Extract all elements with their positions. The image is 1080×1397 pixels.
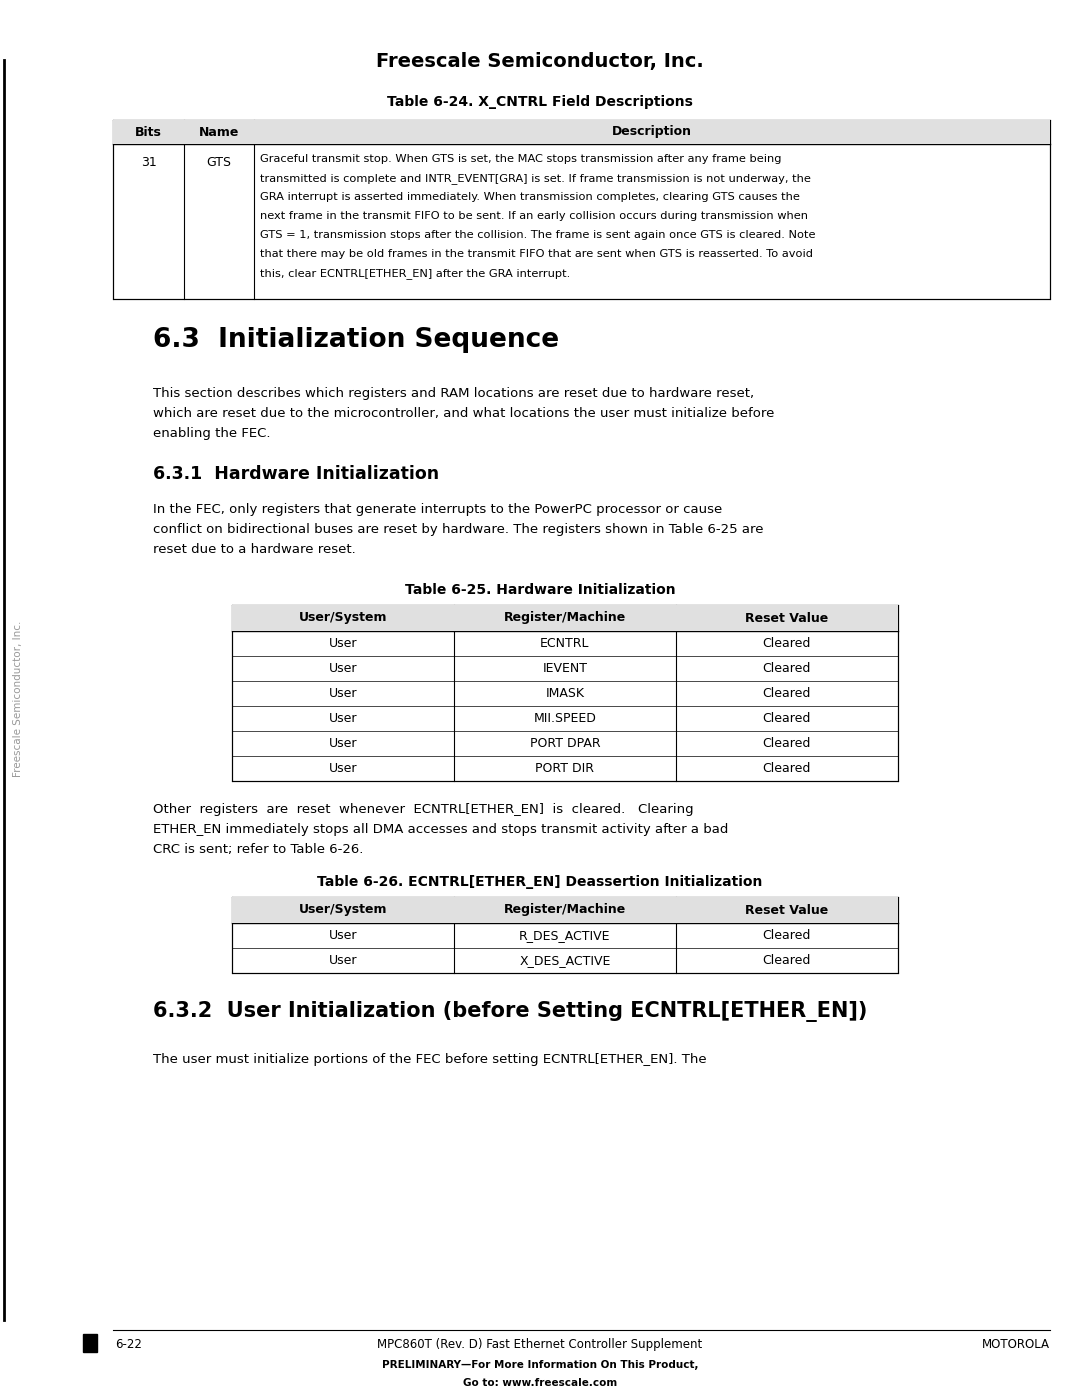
Text: Table 6-24. X_CNTRL Field Descriptions: Table 6-24. X_CNTRL Field Descriptions bbox=[387, 95, 693, 109]
Text: Cleared: Cleared bbox=[762, 687, 811, 700]
Text: 31: 31 bbox=[140, 156, 157, 169]
Text: which are reset due to the microcontroller, and what locations the user must ini: which are reset due to the microcontroll… bbox=[153, 407, 774, 420]
Bar bbox=[232, 897, 897, 972]
Text: User: User bbox=[329, 637, 357, 650]
Text: Cleared: Cleared bbox=[762, 761, 811, 775]
Text: X_DES_ACTIVE: X_DES_ACTIVE bbox=[519, 954, 610, 967]
Text: Cleared: Cleared bbox=[762, 662, 811, 675]
Text: 6.3.2  User Initialization (before Setting ECNTRL[ETHER_EN]): 6.3.2 User Initialization (before Settin… bbox=[153, 1002, 867, 1023]
Text: Table 6-26. ECNTRL[ETHER_EN] Deassertion Initialization: Table 6-26. ECNTRL[ETHER_EN] Deassertion… bbox=[318, 875, 762, 888]
Bar bbox=[232, 605, 897, 781]
Text: Other  registers  are  reset  whenever  ECNTRL[ETHER_EN]  is  cleared.   Clearin: Other registers are reset whenever ECNTR… bbox=[153, 803, 694, 816]
Text: MOTOROLA: MOTOROLA bbox=[982, 1338, 1050, 1351]
Text: reset due to a hardware reset.: reset due to a hardware reset. bbox=[153, 543, 356, 556]
Text: User: User bbox=[329, 738, 357, 750]
Text: Cleared: Cleared bbox=[762, 738, 811, 750]
Text: IEVENT: IEVENT bbox=[542, 662, 588, 675]
Text: 6-22: 6-22 bbox=[116, 1338, 143, 1351]
Text: Freescale Semiconductor, Inc.: Freescale Semiconductor, Inc. bbox=[376, 52, 704, 71]
Text: User/System: User/System bbox=[299, 612, 388, 624]
Text: that there may be old frames in the transmit FIFO that are sent when GTS is reas: that there may be old frames in the tran… bbox=[260, 249, 813, 258]
Text: User: User bbox=[329, 687, 357, 700]
Text: This section describes which registers and RAM locations are reset due to hardwa: This section describes which registers a… bbox=[153, 387, 755, 400]
Text: User: User bbox=[329, 712, 357, 725]
Text: Bits: Bits bbox=[135, 126, 162, 138]
Text: Cleared: Cleared bbox=[762, 929, 811, 942]
Text: User: User bbox=[329, 954, 357, 967]
Bar bbox=[113, 120, 1050, 144]
Text: 6.3  Initialization Sequence: 6.3 Initialization Sequence bbox=[153, 327, 559, 353]
Text: GRA interrupt is asserted immediately. When transmission completes, clearing GTS: GRA interrupt is asserted immediately. W… bbox=[260, 191, 799, 203]
Text: Register/Machine: Register/Machine bbox=[504, 612, 626, 624]
Text: User: User bbox=[329, 929, 357, 942]
Text: MPC860T (Rev. D) Fast Ethernet Controller Supplement: MPC860T (Rev. D) Fast Ethernet Controlle… bbox=[377, 1338, 703, 1351]
Text: PORT DPAR: PORT DPAR bbox=[529, 738, 600, 750]
Text: User/System: User/System bbox=[299, 904, 388, 916]
Text: The user must initialize portions of the FEC before setting ECNTRL[ETHER_EN]. Th: The user must initialize portions of the… bbox=[153, 1053, 707, 1066]
Text: In the FEC, only registers that generate interrupts to the PowerPC processor or : In the FEC, only registers that generate… bbox=[153, 503, 723, 515]
Text: GTS: GTS bbox=[206, 156, 231, 169]
Text: Register/Machine: Register/Machine bbox=[504, 904, 626, 916]
Text: transmitted is complete and INTR_EVENT[GRA] is set. If frame transmission is not: transmitted is complete and INTR_EVENT[G… bbox=[260, 173, 811, 184]
Text: Cleared: Cleared bbox=[762, 637, 811, 650]
Text: R_DES_ACTIVE: R_DES_ACTIVE bbox=[519, 929, 611, 942]
Text: conflict on bidirectional buses are reset by hardware. The registers shown in Ta: conflict on bidirectional buses are rese… bbox=[153, 522, 764, 536]
Text: IMASK: IMASK bbox=[545, 687, 584, 700]
Text: 6.3.1  Hardware Initialization: 6.3.1 Hardware Initialization bbox=[153, 465, 440, 483]
Text: User: User bbox=[329, 662, 357, 675]
Text: CRC is sent; refer to Table 6-26.: CRC is sent; refer to Table 6-26. bbox=[153, 842, 364, 856]
Text: Reset Value: Reset Value bbox=[745, 904, 828, 916]
Text: ECNTRL: ECNTRL bbox=[540, 637, 590, 650]
Text: this, clear ECNTRL[ETHER_EN] after the GRA interrupt.: this, clear ECNTRL[ETHER_EN] after the G… bbox=[260, 268, 570, 279]
Text: Go to: www.freescale.com: Go to: www.freescale.com bbox=[463, 1377, 617, 1389]
Text: ETHER_EN immediately stops all DMA accesses and stops transmit activity after a : ETHER_EN immediately stops all DMA acces… bbox=[153, 823, 729, 835]
Text: Reset Value: Reset Value bbox=[745, 612, 828, 624]
Bar bbox=[232, 897, 897, 923]
Text: Cleared: Cleared bbox=[762, 954, 811, 967]
Bar bbox=[113, 120, 1050, 299]
Text: MII.SPEED: MII.SPEED bbox=[534, 712, 596, 725]
Text: Table 6-25. Hardware Initialization: Table 6-25. Hardware Initialization bbox=[405, 583, 675, 597]
Text: User: User bbox=[329, 761, 357, 775]
Text: next frame in the transmit FIFO to be sent. If an early collision occurs during : next frame in the transmit FIFO to be se… bbox=[260, 211, 808, 221]
Text: enabling the FEC.: enabling the FEC. bbox=[153, 427, 271, 440]
Text: Name: Name bbox=[199, 126, 239, 138]
Text: Freescale Semiconductor, Inc.: Freescale Semiconductor, Inc. bbox=[13, 620, 23, 777]
Text: PORT DIR: PORT DIR bbox=[536, 761, 594, 775]
Text: Graceful transmit stop. When GTS is set, the MAC stops transmission after any fr: Graceful transmit stop. When GTS is set,… bbox=[260, 154, 781, 163]
Text: Description: Description bbox=[611, 126, 692, 138]
Bar bbox=[232, 605, 897, 631]
Text: PRELIMINARY—For More Information On This Product,: PRELIMINARY—For More Information On This… bbox=[381, 1361, 699, 1370]
Bar bbox=[83, 1334, 97, 1352]
Text: Cleared: Cleared bbox=[762, 712, 811, 725]
Text: GTS = 1, transmission stops after the collision. The frame is sent again once GT: GTS = 1, transmission stops after the co… bbox=[260, 231, 815, 240]
